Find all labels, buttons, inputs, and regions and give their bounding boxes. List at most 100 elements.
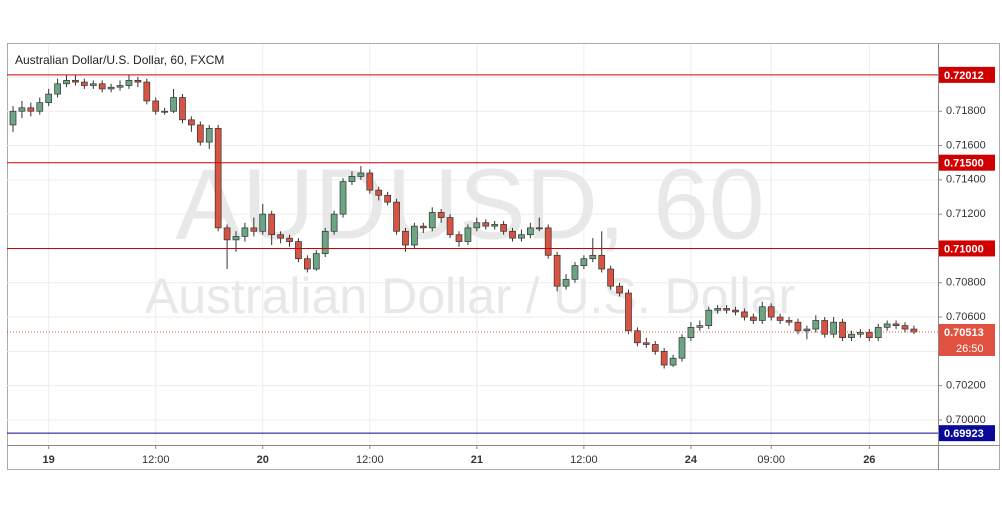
watermark: AUDUSD, 60 — [175, 148, 764, 260]
y-tick-label: 0.71800 — [946, 105, 986, 117]
candle-body — [125, 80, 133, 86]
candle-body — [607, 268, 614, 287]
candle-body — [651, 344, 659, 352]
last-price-box — [939, 323, 995, 356]
candle-body — [634, 330, 641, 344]
candle-body — [89, 83, 97, 86]
candle-body — [625, 292, 632, 332]
candle-body — [312, 253, 320, 270]
x-tick-label: 26 — [863, 454, 875, 466]
candle-body — [161, 110, 168, 113]
price-label: 0.69923 — [944, 428, 984, 440]
candle-body — [750, 316, 757, 321]
candle-body — [758, 306, 766, 321]
candle-body — [776, 316, 784, 321]
price-label-box — [939, 240, 995, 257]
chart-frame — [7, 43, 1000, 470]
candle-body — [848, 333, 855, 338]
candle-body — [527, 227, 534, 236]
candle-body — [509, 230, 516, 239]
candle-body — [553, 254, 561, 287]
candle-body — [491, 224, 499, 227]
candle-body — [366, 172, 374, 191]
candle-body — [857, 332, 864, 335]
candle-body — [732, 309, 739, 313]
candle-body — [402, 230, 409, 246]
y-tick-label: 0.71600 — [946, 139, 986, 151]
candle-body — [812, 320, 820, 330]
candle-body — [179, 97, 186, 121]
price-label-box — [939, 425, 995, 442]
candle-body — [295, 241, 302, 260]
candle-body — [464, 227, 472, 242]
candle-body — [241, 227, 249, 237]
candle-body — [268, 213, 276, 236]
candle-body — [277, 234, 284, 239]
candle-body — [687, 326, 695, 338]
y-tick-label: 0.71200 — [946, 208, 986, 220]
y-tick-label: 0.70800 — [946, 277, 986, 289]
x-tick-label: 20 — [257, 454, 269, 466]
candle-body — [723, 308, 730, 311]
candle-body — [518, 234, 525, 239]
price-label: 0.71000 — [944, 243, 984, 255]
candle-body — [45, 93, 53, 104]
candle-body — [714, 308, 722, 311]
price-label: 0.72012 — [944, 70, 984, 82]
candle-body — [455, 234, 463, 242]
candle-body — [196, 124, 204, 143]
x-tick-label: 21 — [471, 454, 483, 466]
candle-body — [321, 230, 329, 254]
x-tick-label: 12:00 — [142, 454, 170, 466]
candle-body — [411, 225, 418, 246]
candle-body — [250, 227, 258, 232]
candle-body — [616, 285, 623, 294]
candle-body — [357, 172, 365, 177]
candle-body — [865, 332, 873, 338]
candle-body — [286, 237, 293, 242]
candle-body — [170, 97, 177, 112]
candle-body — [642, 342, 650, 345]
candle-body — [304, 258, 311, 270]
x-tick-label: 19 — [43, 454, 55, 466]
candle-body — [232, 236, 240, 241]
countdown-label: 26:50 — [956, 343, 984, 355]
candle-body — [214, 128, 222, 229]
candle-body — [598, 254, 606, 270]
candle-body — [544, 227, 552, 256]
candle-body — [384, 194, 391, 203]
y-tick-label: 0.71400 — [946, 174, 986, 186]
candle-body — [152, 100, 160, 112]
watermark-subtitle: Australian Dollar / U.S. Dollar — [145, 268, 795, 324]
candle-body — [874, 326, 882, 338]
x-tick-label: 12:00 — [356, 454, 384, 466]
candle-body — [696, 325, 704, 328]
candle-body — [785, 320, 793, 323]
plot — [7, 74, 938, 434]
price-label-box — [939, 154, 995, 171]
candle-body — [259, 213, 267, 232]
candle-body — [678, 337, 686, 359]
x-tick-label: 24 — [685, 454, 698, 466]
candle-body — [63, 80, 70, 85]
candle-body — [669, 357, 677, 366]
candle-body — [660, 351, 668, 366]
candle-body — [473, 222, 481, 229]
candle-body — [339, 181, 347, 215]
candle-body — [580, 258, 588, 266]
candle-body — [330, 213, 338, 232]
candle-body — [821, 320, 829, 335]
candle-body — [830, 321, 837, 335]
candle-body — [72, 80, 79, 83]
x-tick-label: 09:00 — [757, 454, 785, 466]
candle-body — [500, 224, 507, 232]
candle-body — [535, 227, 543, 230]
candle-body — [419, 225, 427, 229]
candle-body — [393, 201, 400, 232]
candle-body — [437, 212, 445, 218]
candle-body — [767, 306, 775, 318]
candle-body — [107, 86, 115, 90]
last-price-label: 0.70513 — [944, 327, 984, 339]
candle-body — [116, 85, 124, 88]
